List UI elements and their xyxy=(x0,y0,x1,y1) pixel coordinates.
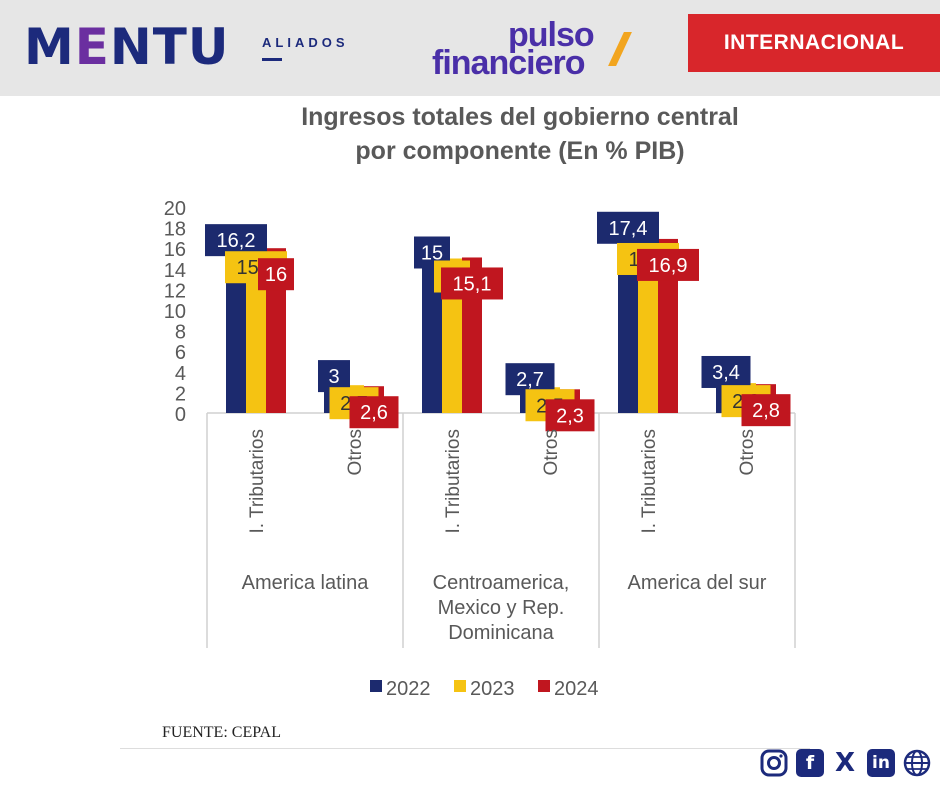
pulso-word: pulso xyxy=(508,16,595,54)
data-label-box xyxy=(741,394,791,427)
data-label: 3 xyxy=(328,366,339,388)
category-label: Otros xyxy=(345,429,366,475)
data-label: 3,4 xyxy=(712,362,740,384)
y-tick-label: 8 xyxy=(175,322,186,344)
data-label-box xyxy=(637,248,699,281)
data-label: 17,4 xyxy=(609,218,648,240)
legend-swatch-2022 xyxy=(370,680,382,692)
y-tick-label: 16 xyxy=(164,239,186,261)
category-label: Otros xyxy=(541,429,562,475)
bar-2022 xyxy=(226,246,246,413)
aliados-label: ALIADOS xyxy=(262,35,349,50)
data-label-box xyxy=(441,267,503,300)
data-label-box xyxy=(597,211,659,244)
data-label: 2,3 xyxy=(556,405,584,427)
data-label-box xyxy=(258,258,294,291)
y-tick-label: 14 xyxy=(164,260,186,282)
chart-title-line2: por componente (En % PIB) xyxy=(355,137,685,165)
data-label-box xyxy=(205,224,267,257)
instagram-icon[interactable] xyxy=(758,747,790,779)
legend-swatch-2024 xyxy=(538,680,550,692)
bar-2022 xyxy=(422,258,442,413)
y-tick-label: 6 xyxy=(175,342,186,364)
section-badge: INTERNACIONAL xyxy=(688,14,940,72)
group-label: Mexico y Rep. xyxy=(438,597,565,619)
group-label: America del sur xyxy=(628,572,767,594)
legend-label: 2022 xyxy=(386,678,431,700)
linkedin-icon[interactable]: in xyxy=(865,747,897,779)
data-label-box xyxy=(349,396,399,429)
bar-2023 xyxy=(638,240,658,413)
aliados-underline xyxy=(262,58,282,61)
pulso-financiero-logo: pulso financiero xyxy=(432,18,642,82)
y-tick-label: 0 xyxy=(175,404,186,426)
legend-label: 2024 xyxy=(554,678,599,700)
data-label-box xyxy=(318,360,350,393)
category-label: I. Tributarios xyxy=(247,429,268,534)
data-label: 2,6 xyxy=(360,402,388,424)
data-label: 2,8 xyxy=(752,400,780,422)
source-note: FUENTE: CEPAL xyxy=(162,724,281,741)
data-label: 16 xyxy=(265,264,287,286)
data-label-box xyxy=(545,399,595,432)
financiero-word: financiero xyxy=(432,44,585,82)
bar-2022 xyxy=(618,233,638,413)
group-label: Centroamerica, xyxy=(433,572,570,594)
data-label-box xyxy=(701,355,751,388)
y-tick-label: 10 xyxy=(164,301,186,323)
chart-title-line1: Ingresos totales del gobierno central xyxy=(301,103,739,131)
bar-chart: 0246810121416182016,215,91632,72,6151515… xyxy=(164,198,796,700)
y-tick-label: 2 xyxy=(175,383,186,405)
category-label: I. Tributarios xyxy=(443,429,464,534)
footer-divider xyxy=(120,748,810,749)
y-tick-label: 18 xyxy=(164,219,186,241)
data-label: 16,2 xyxy=(217,230,256,252)
header-bar: MENTU ALIADOS pulso financiero INTERNACI… xyxy=(0,0,940,96)
facebook-icon[interactable]: f xyxy=(794,747,826,779)
group-label: America latina xyxy=(242,572,370,594)
y-tick-label: 12 xyxy=(164,280,186,302)
data-label: 2,7 xyxy=(516,369,544,391)
data-label: 16,9 xyxy=(649,255,688,277)
data-label: 15 xyxy=(421,243,443,265)
bar-2024 xyxy=(658,238,678,413)
legend-label: 2023 xyxy=(470,678,515,700)
data-label: 15,1 xyxy=(453,273,492,295)
category-label: I. Tributarios xyxy=(639,429,660,534)
group-label: Dominicana xyxy=(448,622,554,644)
category-label: Otros xyxy=(737,429,758,475)
x-icon[interactable]: X xyxy=(829,747,861,779)
chart-title: Ingresos totales del gobierno central po… xyxy=(240,100,800,168)
y-tick-label: 20 xyxy=(164,198,186,220)
globe-icon[interactable] xyxy=(901,747,933,779)
mentu-logo: MENTU xyxy=(24,18,230,76)
legend-swatch-2023 xyxy=(454,680,466,692)
y-tick-label: 4 xyxy=(175,363,186,385)
